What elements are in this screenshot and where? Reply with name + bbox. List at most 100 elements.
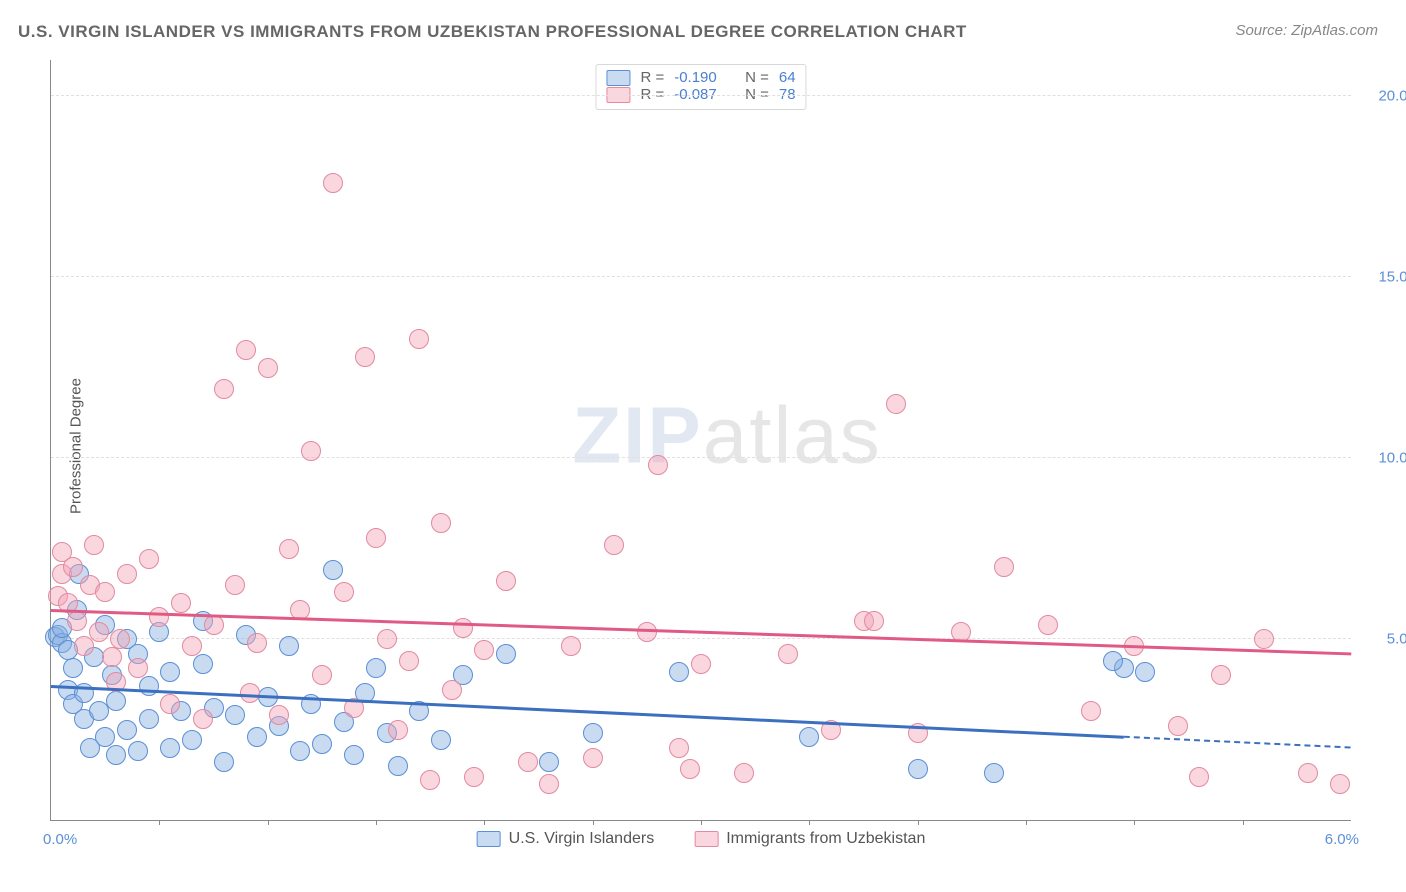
x-tick: [1026, 820, 1027, 825]
data-point: [95, 582, 115, 602]
data-point: [269, 705, 289, 725]
data-point: [442, 680, 462, 700]
data-point: [236, 340, 256, 360]
data-point: [539, 752, 559, 772]
x-tick: [918, 820, 919, 825]
source-label: Source: ZipAtlas.com: [1235, 22, 1378, 39]
data-point: [604, 535, 624, 555]
data-point: [214, 752, 234, 772]
data-point: [279, 539, 299, 559]
watermark-thin: atlas: [703, 390, 882, 479]
gridline: [51, 457, 1351, 458]
r-value-1: -0.190: [674, 69, 717, 86]
data-point: [344, 745, 364, 765]
gridline: [51, 95, 1351, 96]
data-point: [366, 528, 386, 548]
data-point: [431, 513, 451, 533]
data-point: [160, 738, 180, 758]
data-point: [1298, 763, 1318, 783]
data-point: [994, 557, 1014, 577]
data-point: [561, 636, 581, 656]
data-point: [474, 640, 494, 660]
watermark-bold: ZIP: [572, 390, 702, 479]
data-point: [691, 654, 711, 674]
data-point: [409, 329, 429, 349]
gridline: [51, 276, 1351, 277]
x-axis-max-label: 6.0%: [1325, 831, 1359, 848]
data-point: [312, 665, 332, 685]
data-point: [110, 629, 130, 649]
data-point: [734, 763, 754, 783]
legend-item-2: Immigrants from Uzbekistan: [694, 830, 925, 848]
y-tick-label: 15.0%: [1361, 269, 1406, 286]
data-point: [496, 571, 516, 591]
data-point: [1038, 615, 1058, 635]
data-point: [106, 691, 126, 711]
data-point: [74, 636, 94, 656]
n-label-1: N =: [745, 69, 769, 86]
data-point: [171, 593, 191, 613]
data-point: [247, 633, 267, 653]
r-label-1: R =: [640, 69, 664, 86]
data-point: [518, 752, 538, 772]
data-point: [539, 774, 559, 794]
data-point: [399, 651, 419, 671]
data-point: [128, 658, 148, 678]
data-point: [778, 644, 798, 664]
data-point: [583, 723, 603, 743]
data-point: [204, 615, 224, 635]
data-point: [1211, 665, 1231, 685]
data-point: [67, 611, 87, 631]
data-point: [1254, 629, 1274, 649]
x-tick: [701, 820, 702, 825]
data-point: [301, 441, 321, 461]
x-tick: [268, 820, 269, 825]
swatch-series-1: [606, 70, 630, 86]
data-point: [95, 727, 115, 747]
bottom-legend: U.S. Virgin Islanders Immigrants from Uz…: [477, 830, 926, 848]
data-point: [355, 347, 375, 367]
data-point: [1081, 701, 1101, 721]
data-point: [89, 622, 109, 642]
data-point: [117, 564, 137, 584]
data-point: [182, 636, 202, 656]
data-point: [225, 575, 245, 595]
data-point: [420, 770, 440, 790]
data-point: [139, 549, 159, 569]
n-value-1: 64: [779, 69, 796, 86]
data-point: [388, 756, 408, 776]
data-point: [63, 557, 83, 577]
data-point: [377, 629, 397, 649]
x-tick: [376, 820, 377, 825]
data-point: [431, 730, 451, 750]
data-point: [160, 694, 180, 714]
data-point: [128, 741, 148, 761]
data-point: [680, 759, 700, 779]
data-point: [84, 535, 104, 555]
data-point: [583, 748, 603, 768]
chart-title: U.S. VIRGIN ISLANDER VS IMMIGRANTS FROM …: [18, 22, 967, 42]
y-tick-label: 5.0%: [1361, 631, 1406, 648]
y-tick-label: 20.0%: [1361, 88, 1406, 105]
data-point: [117, 720, 137, 740]
legend-swatch-2: [694, 831, 718, 847]
data-point: [1330, 774, 1350, 794]
legend-label-1: U.S. Virgin Islanders: [509, 830, 655, 848]
x-tick: [593, 820, 594, 825]
data-point: [1103, 651, 1123, 671]
data-point: [139, 709, 159, 729]
data-point: [1168, 716, 1188, 736]
data-point: [464, 767, 484, 787]
y-tick-label: 10.0%: [1361, 450, 1406, 467]
data-point: [799, 727, 819, 747]
x-tick: [159, 820, 160, 825]
data-point: [225, 705, 245, 725]
data-point: [637, 622, 657, 642]
data-point: [864, 611, 884, 631]
data-point: [193, 654, 213, 674]
data-point: [886, 394, 906, 414]
data-point: [139, 676, 159, 696]
data-point: [182, 730, 202, 750]
data-point: [648, 455, 668, 475]
data-point: [63, 658, 83, 678]
